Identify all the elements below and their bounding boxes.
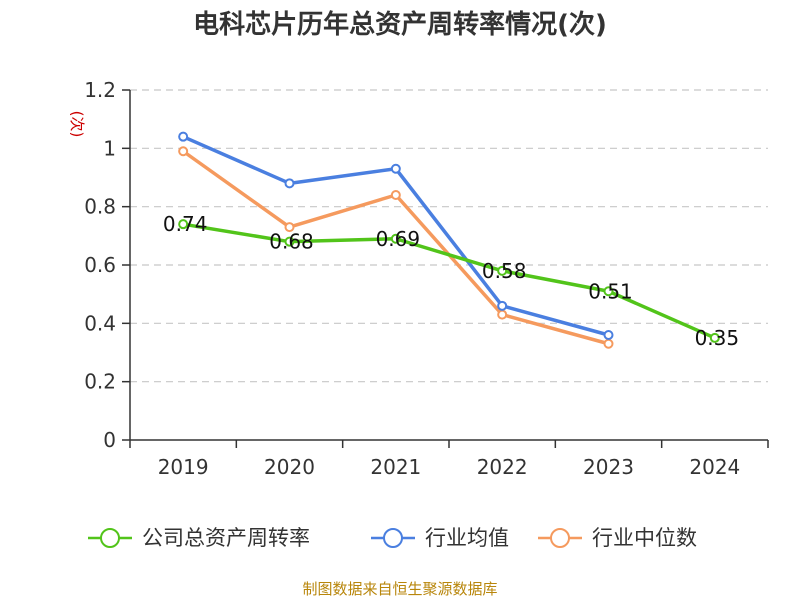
legend: 公司总资产周转率 行业均值 行业中位数 [88,526,697,550]
legend-label: 行业中位数 [592,526,697,550]
legend-label: 行业均值 [425,526,509,550]
data-label: 0.68 [269,230,314,254]
data-label: 0.58 [482,259,527,283]
data-label: 0.35 [695,326,740,350]
data-label: 0.51 [588,279,633,303]
legend-marker-icon [550,528,570,548]
y-tick-label: 0 [103,428,116,452]
data-point [390,163,401,174]
data-point [497,300,508,311]
gridlines [130,89,768,383]
y-tick-label: 1.2 [84,78,116,102]
data-point [390,190,401,200]
x-tick-label: 2022 [477,455,528,479]
y-tick-label: 0.6 [84,253,116,277]
legend-label: 公司总资产周转率 [142,526,310,550]
x-tick-label: 2024 [689,455,740,479]
x-tick-label: 2021 [370,455,421,479]
legend-marker-icon [100,528,120,548]
data-point [284,236,295,247]
y-tick-label: 0.2 [84,370,116,394]
x-tick-label: 2019 [158,455,209,479]
y-tick-label: 0.4 [84,311,116,335]
data-labels: 0.74 0.68 0.69 0.58 0.51 0.35 [163,212,739,350]
chart-title: 电科芯片历年总资产周转率情况(次) [193,9,607,40]
source-note: 制图数据来自恒生聚源数据库 [302,580,497,598]
legend-item[interactable]: 行业中位数 [538,526,697,550]
data-point [603,330,614,340]
y-axis-unit-label: (次) [68,111,86,138]
legend-item[interactable]: 公司总资产周转率 [88,526,310,550]
legend-item[interactable]: 行业均值 [371,526,509,550]
x-tick-label: 2023 [583,455,634,479]
series-line [182,222,716,340]
data-point [178,219,189,230]
data-point [178,146,189,157]
axes: 0 0.2 0.4 0.6 0.8 1 1.2 2019 2020 2021 2022 2023 202… [84,78,769,479]
data-point [603,338,614,349]
data-point [178,131,189,142]
data-point [497,309,508,320]
data-point [284,222,295,233]
data-point [709,332,720,343]
data-point [603,286,614,297]
y-tick-label: 1 [103,136,116,160]
data-point [284,178,295,189]
data-point [390,233,401,244]
data-label: 0.69 [376,227,421,251]
x-tick-label: 2020 [264,455,315,479]
data-label: 0.74 [163,212,208,236]
y-tick-label: 0.8 [84,195,116,219]
data-point [497,265,508,276]
series-lines [178,131,720,349]
legend-marker-icon [383,528,403,548]
